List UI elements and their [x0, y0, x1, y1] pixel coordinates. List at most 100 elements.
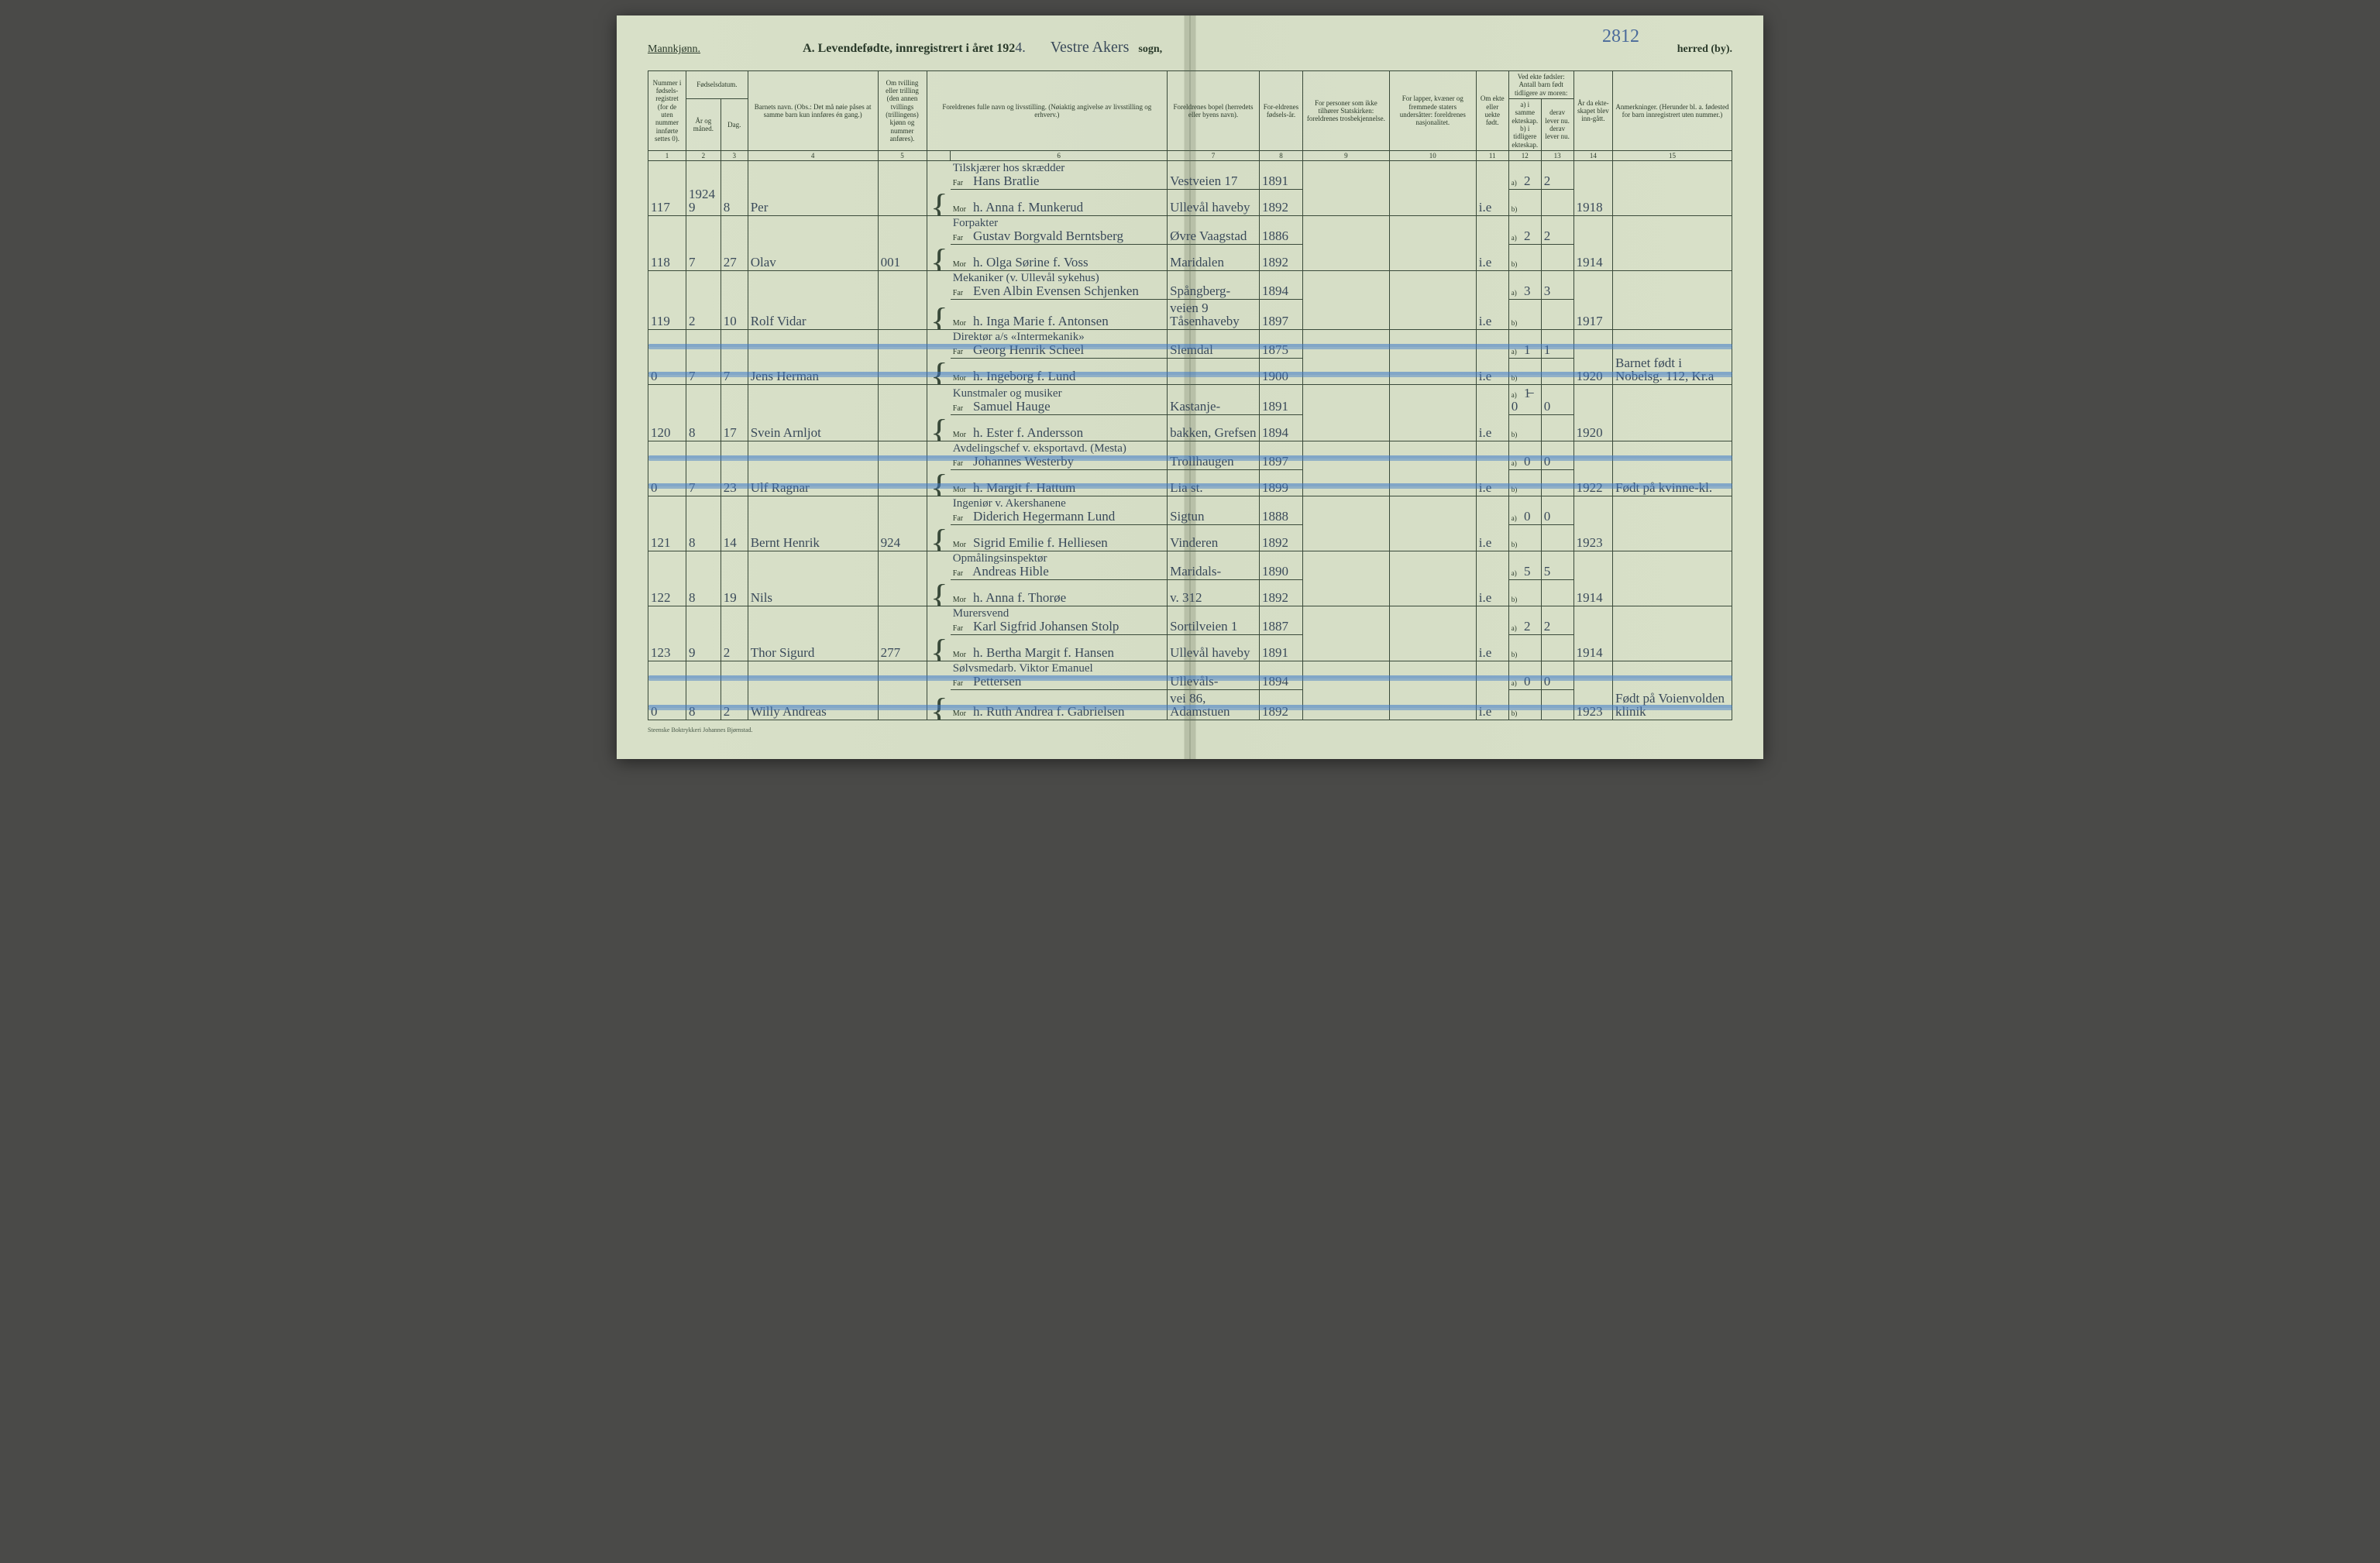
cell: 1917 — [1573, 271, 1612, 330]
cell: Ullevåls- — [1168, 661, 1260, 690]
cell — [1613, 161, 1732, 216]
cell — [1389, 385, 1476, 441]
cell: i.e — [1476, 216, 1508, 271]
cell: 1892 — [1259, 245, 1302, 271]
cell: a) 2 — [1508, 606, 1541, 635]
cell: 7 — [721, 330, 748, 385]
cell: 0 — [648, 441, 686, 496]
col-header: Ved ekte fødsler: Antall barn født tidli… — [1508, 71, 1573, 99]
cell — [1168, 359, 1260, 385]
column-number: 4 — [748, 151, 878, 161]
cell: OpmålingsinspektørFar Andreas Hible — [951, 551, 1168, 580]
cell: i.e — [1476, 441, 1508, 496]
cell: 118 — [648, 216, 686, 271]
cell: { — [927, 441, 951, 496]
cell: { — [927, 271, 951, 330]
entry-row-far: 12392Thor Sigurd277{MurersvendFar Karl S… — [648, 606, 1732, 635]
cell: a) 3 — [1508, 271, 1541, 300]
cell — [1302, 441, 1389, 496]
cell: Kunstmaler og musikerFar Samuel Hauge — [951, 385, 1168, 415]
cell: Lia st. — [1168, 470, 1260, 496]
table-header: Nummer i fødsels-registret (for de uten … — [648, 71, 1732, 161]
cell: veien 9 Tåsenhaveby — [1168, 300, 1260, 330]
cell — [1613, 551, 1732, 606]
column-number: 5 — [878, 151, 927, 161]
cell: b) — [1508, 300, 1541, 330]
cell: Vestveien 17 — [1168, 161, 1260, 190]
cell: i.e — [1476, 161, 1508, 216]
column-number: 15 — [1613, 151, 1732, 161]
cell — [1541, 470, 1573, 496]
cell: vei 86, Adamstuen — [1168, 690, 1260, 720]
cell: 1891 — [1259, 635, 1302, 661]
entry-row-far: 119210Rolf Vidar{Mekaniker (v. Ullevål s… — [648, 271, 1732, 300]
cell: 1886 — [1259, 216, 1302, 245]
column-number: 9 — [1302, 151, 1389, 161]
cell: 1920 — [1573, 385, 1612, 441]
cell: 1914 — [1573, 606, 1612, 661]
cell: Maridalen — [1168, 245, 1260, 271]
cell: Spångberg- — [1168, 271, 1260, 300]
cell: Mor h. Bertha Margit f. Hansen — [951, 635, 1168, 661]
cell: a) 5 — [1508, 551, 1541, 580]
cell: 1892 — [1259, 190, 1302, 216]
cell — [878, 385, 927, 441]
cell: 27 — [721, 216, 748, 271]
cell — [1541, 525, 1573, 551]
cell — [1389, 496, 1476, 551]
cell: Mor Sigrid Emilie f. Helliesen — [951, 525, 1168, 551]
cell — [1541, 300, 1573, 330]
cell — [878, 441, 927, 496]
cell: 8 — [686, 661, 721, 720]
column-number: 12 — [1508, 151, 1541, 161]
cell: Ulf Ragnar — [748, 441, 878, 496]
cell — [1613, 606, 1732, 661]
cell: 1897 — [1259, 441, 1302, 470]
cell: Thor Sigurd — [748, 606, 878, 661]
cell: 0 — [1541, 496, 1573, 525]
column-number: 7 — [1168, 151, 1260, 161]
cell — [1389, 216, 1476, 271]
column-number: 14 — [1573, 151, 1612, 161]
entry-row-far: 118727Olav001{ForpakterFar Gustav Borgva… — [648, 216, 1732, 245]
cell: { — [927, 385, 951, 441]
cell: 7 — [686, 330, 721, 385]
cell: 0 — [1541, 661, 1573, 690]
col-header: Fødselsdatum. — [686, 71, 748, 99]
cell — [1613, 271, 1732, 330]
entry-row-far: 122819Nils{OpmålingsinspektørFar Andreas… — [648, 551, 1732, 580]
cell: 1894 — [1259, 271, 1302, 300]
col-header: År og måned. — [686, 99, 721, 151]
printer-credit: Steenske Boktrykkeri Johannes Bjørnstad. — [648, 727, 1732, 733]
cell: 17 — [721, 385, 748, 441]
herred-label: herred (by). — [1677, 43, 1732, 56]
cell — [1541, 190, 1573, 216]
cell: b) — [1508, 470, 1541, 496]
cell: Mor h. Anna f. Thorøe — [951, 580, 1168, 606]
cell: { — [927, 496, 951, 551]
cell: 2 — [1541, 606, 1573, 635]
cell: b) — [1508, 525, 1541, 551]
cell: b) — [1508, 635, 1541, 661]
cell: 1892 — [1259, 690, 1302, 720]
cell: 5 — [1541, 551, 1573, 580]
cell: a) 1 — [1508, 330, 1541, 359]
col-header: a) i samme ekteskap. b) i tidligere ekte… — [1508, 99, 1541, 151]
col-header: For lapper, kvæner og fremmede staters u… — [1389, 71, 1476, 151]
cell — [878, 551, 927, 606]
cell: 1 — [1541, 330, 1573, 359]
cell: 123 — [648, 606, 686, 661]
cell: Mor h. Olga Sørine f. Voss — [951, 245, 1168, 271]
cell: i.e — [1476, 551, 1508, 606]
cell — [1302, 216, 1389, 271]
cell: Ullevål haveby — [1168, 190, 1260, 216]
cell: ForpakterFar Gustav Borgvald Berntsberg — [951, 216, 1168, 245]
cell: a) 0 — [1508, 496, 1541, 525]
cell: 1918 — [1573, 161, 1612, 216]
cell — [878, 271, 927, 330]
column-number: 3 — [721, 151, 748, 161]
col-header: For-eldrenes fødsels-år. — [1259, 71, 1302, 151]
ledger-page: Mannkjønn. A. Levendefødte, innregistrer… — [617, 15, 1763, 759]
cell: Mor h. Ingeborg f. Lund — [951, 359, 1168, 385]
cell: b) — [1508, 190, 1541, 216]
